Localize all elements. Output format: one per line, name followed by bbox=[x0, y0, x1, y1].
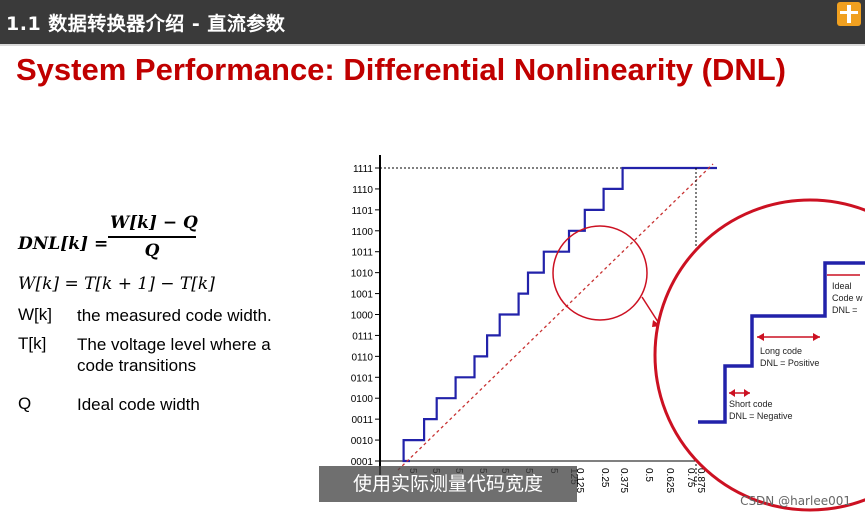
short-code-label: DNL = Negative bbox=[729, 411, 792, 421]
zoom-circle bbox=[653, 198, 865, 512]
y-tick-label: 1000 bbox=[351, 311, 374, 322]
gift-icon[interactable] bbox=[837, 2, 861, 26]
x-tick-label: 0.75 bbox=[685, 468, 696, 488]
definition-term: T[k] bbox=[18, 334, 47, 353]
arrow-head bbox=[744, 389, 750, 397]
short-code-label: Short code bbox=[729, 399, 773, 409]
y-tick-label: 1001 bbox=[351, 290, 374, 301]
formula-fraction: W[k] − Q Q bbox=[108, 213, 198, 261]
definition-desc: the measured code width. bbox=[77, 306, 272, 325]
x-tick-label: 0.5 bbox=[643, 468, 654, 482]
dnl-chart-svg: 0001 0010 0011 0100 0101 0110 0111 1000 1001 1010… bbox=[351, 155, 865, 512]
x-tick-label: 0.375 bbox=[618, 468, 629, 493]
header-divider bbox=[0, 44, 865, 46]
formula-lhs: DNL[k] = bbox=[18, 234, 109, 254]
dnl-chart: 0001 0010 0011 0100 0101 0110 0111 1000 1001 1010… bbox=[330, 150, 865, 518]
y-tick-label: 1011 bbox=[351, 248, 373, 259]
x-tick-label: 0.25 bbox=[599, 468, 610, 488]
slide-title: System Performance: Differential Nonline… bbox=[16, 52, 787, 87]
y-tick-label: 0110 bbox=[351, 352, 373, 363]
ideal-label: DNL = bbox=[832, 305, 857, 315]
video-subtitle: 使用实际测量代码宽度 bbox=[319, 466, 577, 502]
long-code-label: DNL = Positive bbox=[760, 358, 819, 368]
zoom-staircase bbox=[698, 261, 865, 424]
arrow-head bbox=[729, 389, 735, 397]
y-tick-label: 1100 bbox=[351, 227, 373, 238]
x-tick-label: 0.875 bbox=[695, 468, 706, 493]
y-tick-label: 0010 bbox=[351, 436, 374, 447]
ideal-line bbox=[397, 163, 714, 471]
arrow-head bbox=[813, 333, 820, 341]
width-equation: W[k] = T[k + 1] − T[k] bbox=[18, 274, 215, 294]
y-tick-label: 0001 bbox=[351, 457, 374, 468]
watermark: CSDN @harlee001 bbox=[740, 494, 851, 508]
arrow-head bbox=[757, 333, 764, 341]
y-tick-label: 1010 bbox=[351, 269, 374, 280]
definition-term: W[k] bbox=[18, 305, 52, 324]
y-tick-label: 0011 bbox=[351, 415, 373, 426]
definition-desc: Ideal code width bbox=[77, 395, 200, 414]
magnifier-circle bbox=[552, 225, 648, 321]
y-tick-label: 1111 bbox=[353, 164, 373, 175]
header-bar: 1.1 数据转换器介绍 - 直流参数 bbox=[0, 0, 865, 44]
y-tick-label: 0101 bbox=[351, 373, 374, 384]
formula-numerator: W[k] − Q bbox=[110, 213, 198, 233]
definition-term: Q bbox=[18, 394, 32, 413]
y-tick-label: 1101 bbox=[351, 206, 373, 217]
y-tick-label: 1110 bbox=[352, 185, 373, 196]
definition-desc: The voltage level where a code transitio… bbox=[77, 335, 271, 375]
y-tick-label: 0111 bbox=[352, 331, 373, 342]
ideal-label: Ideal bbox=[832, 281, 852, 291]
ideal-label: Code w bbox=[832, 293, 863, 303]
x-tick-label: 0.125 bbox=[574, 468, 585, 493]
staircase-series bbox=[402, 166, 717, 463]
long-code-label: Long code bbox=[760, 346, 802, 356]
fraction-bar bbox=[108, 236, 196, 238]
magnifier-connector bbox=[641, 296, 661, 326]
formula-denominator: Q bbox=[144, 240, 160, 261]
header-title: 1.1 数据转换器介绍 - 直流参数 bbox=[6, 13, 286, 35]
x-tick-label: 0.625 bbox=[664, 468, 675, 493]
y-tick-label: 0100 bbox=[351, 394, 374, 405]
